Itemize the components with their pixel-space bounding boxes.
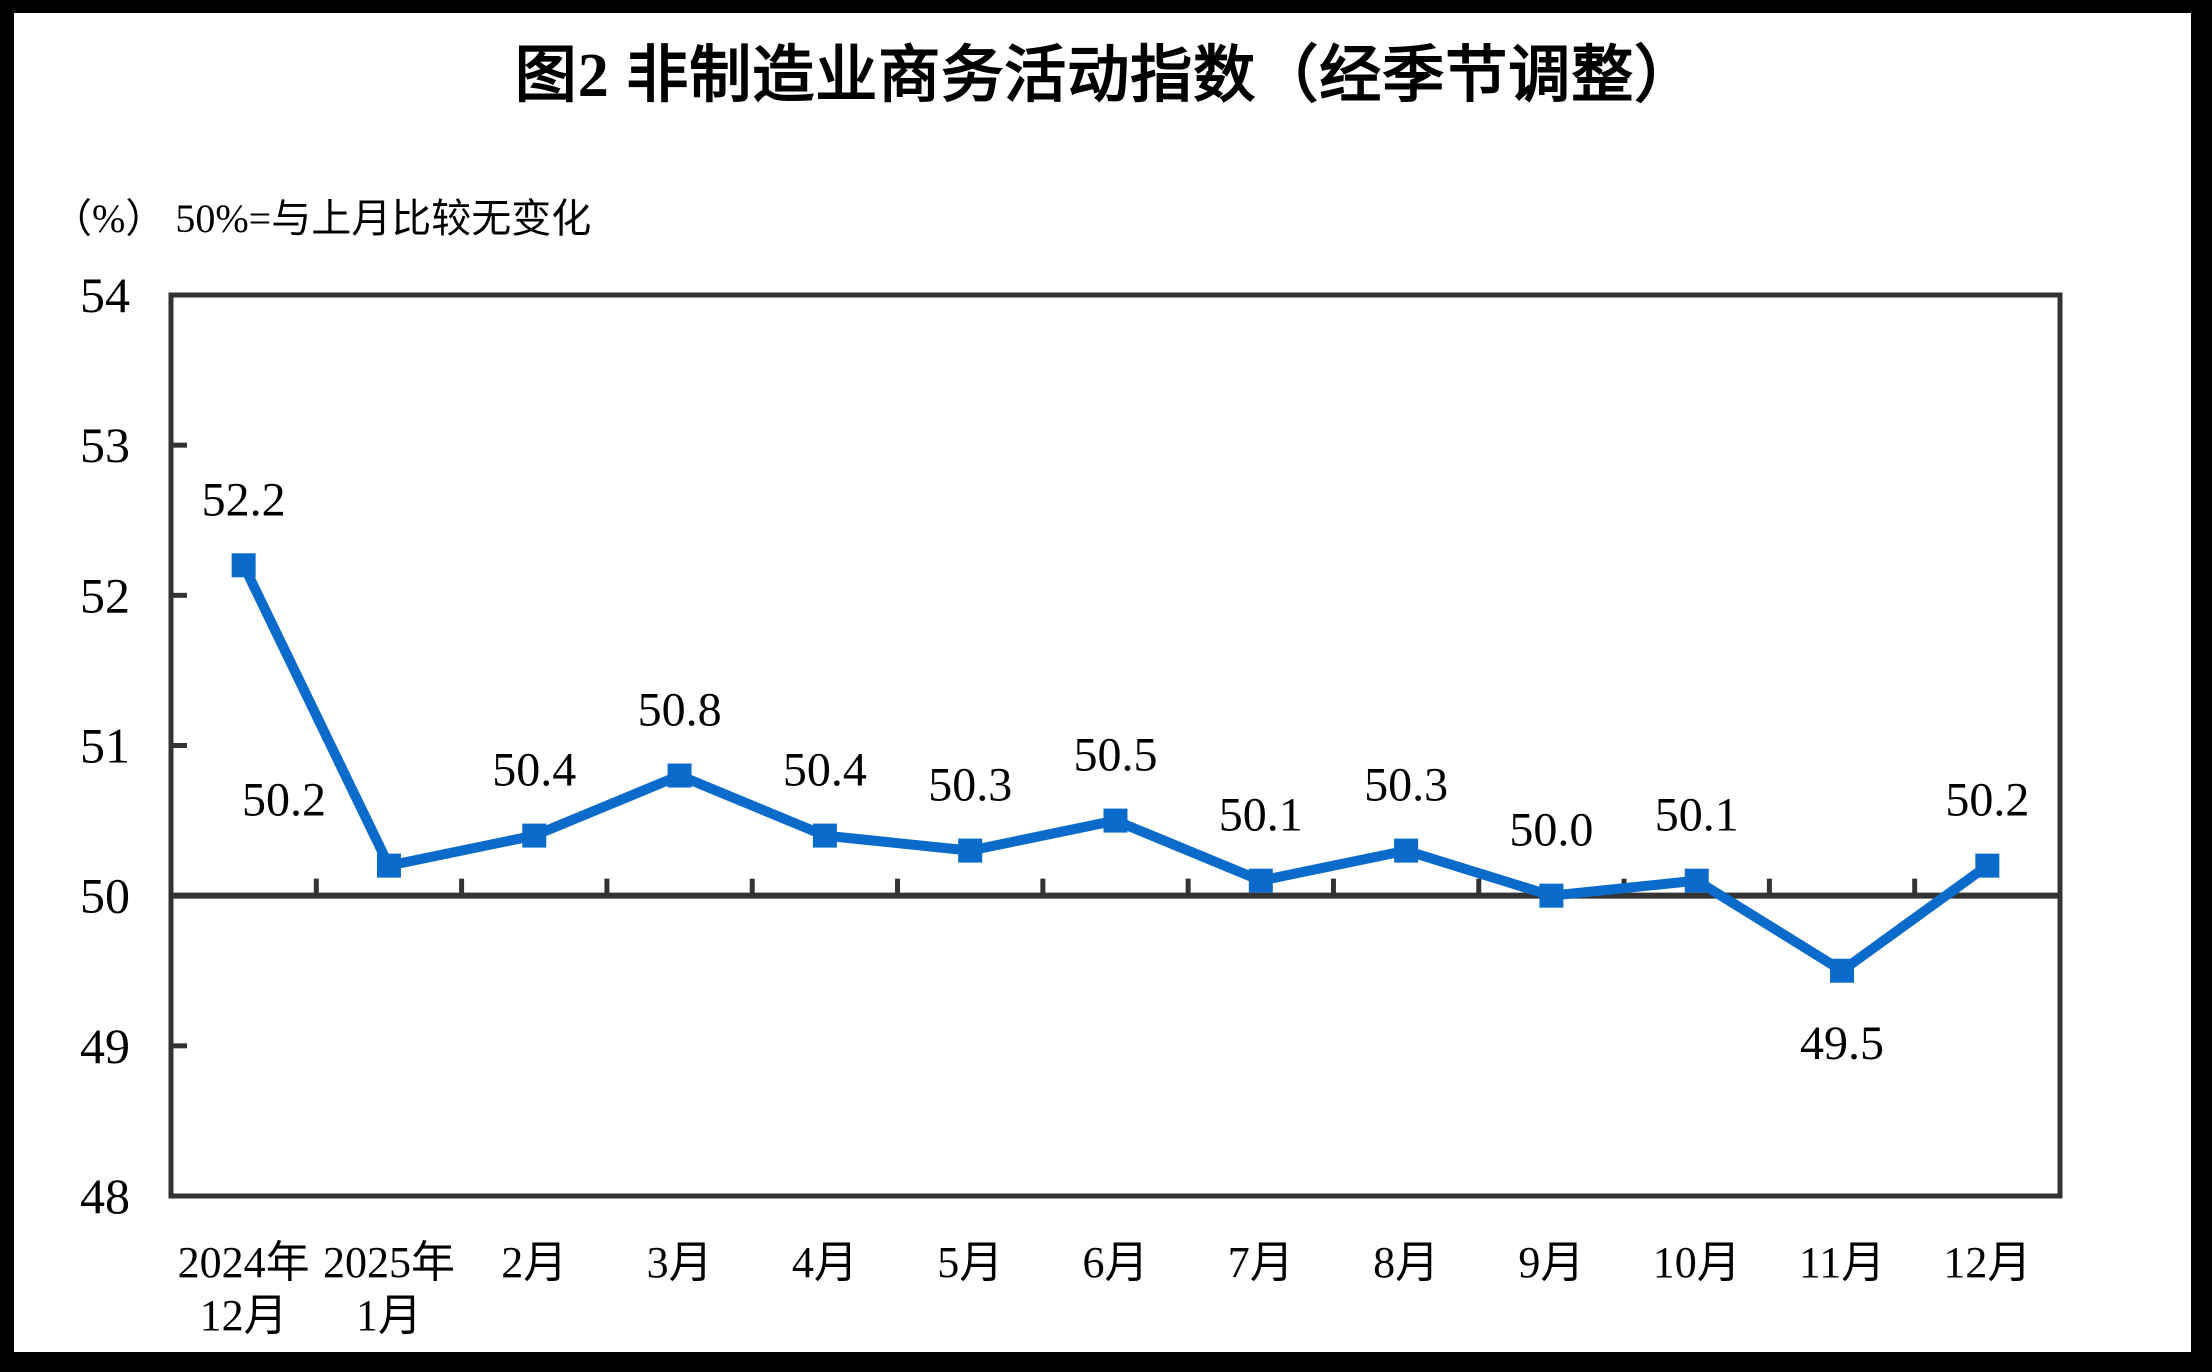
chart-title: 图2 非制造业商务活动指数（经季节调整）	[514, 42, 1698, 110]
data-point-marker	[667, 763, 692, 788]
data-label: 52.2	[202, 473, 286, 526]
x-tick-label: 12月	[200, 1291, 288, 1340]
data-point-marker	[1539, 883, 1564, 908]
data-point-marker	[1684, 868, 1709, 893]
x-tick-label: 7月	[1228, 1238, 1294, 1287]
data-point-marker	[1830, 958, 1855, 983]
y-tick-label: 52	[80, 567, 130, 623]
y-tick-label: 51	[80, 718, 130, 774]
x-tick-label: 12月	[1943, 1238, 2031, 1287]
data-point-marker	[958, 838, 983, 863]
x-tick-label: 8月	[1373, 1238, 1439, 1287]
y-tick-label: 48	[80, 1168, 130, 1224]
x-tick-label: 6月	[1083, 1238, 1149, 1287]
data-point-marker	[1248, 868, 1273, 893]
x-tick-label: 2024年	[178, 1238, 310, 1287]
x-tick-label: 10月	[1653, 1238, 1741, 1287]
figure-frame	[14, 13, 2191, 1352]
y-tick-label: 50	[80, 868, 130, 924]
data-label: 50.3	[928, 759, 1012, 812]
data-label: 50.5	[1074, 729, 1158, 782]
x-tick-label: 1月	[356, 1291, 422, 1340]
data-label: 50.0	[1509, 804, 1593, 857]
data-label: 50.1	[1655, 789, 1739, 842]
x-tick-label: 9月	[1518, 1238, 1584, 1287]
data-label: 50.2	[1945, 774, 2029, 827]
data-point-marker	[1103, 808, 1128, 833]
data-label: 50.4	[492, 744, 576, 797]
y-tick-label: 53	[80, 417, 130, 473]
data-point-marker	[231, 553, 256, 578]
data-label: 50.1	[1219, 789, 1303, 842]
x-tick-label: 11月	[1799, 1238, 1885, 1287]
data-point-marker	[1394, 838, 1419, 863]
x-tick-label: 2025年	[323, 1238, 455, 1287]
data-point-marker	[1975, 853, 2000, 878]
y-tick-label: 54	[80, 267, 130, 323]
data-label: 50.4	[783, 744, 867, 797]
data-label: 50.3	[1364, 759, 1448, 812]
data-point-marker	[522, 823, 547, 848]
data-label: 49.5	[1800, 1017, 1884, 1070]
x-tick-label: 2月	[501, 1238, 567, 1287]
x-tick-label: 5月	[937, 1238, 1003, 1287]
x-tick-label: 4月	[792, 1238, 858, 1287]
axis-unit-note: （%） 50%=与上月比较无变化	[52, 196, 592, 241]
data-label: 50.2	[242, 774, 326, 827]
data-point-marker	[376, 853, 401, 878]
x-tick-label: 3月	[647, 1238, 713, 1287]
data-point-marker	[812, 823, 837, 848]
data-label: 50.8	[638, 684, 722, 737]
y-tick-label: 49	[80, 1018, 130, 1074]
